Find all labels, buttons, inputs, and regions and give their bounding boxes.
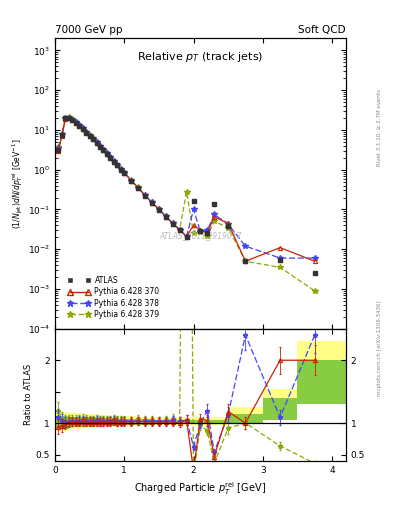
Legend: ATLAS, Pythia 6.428 370, Pythia 6.428 378, Pythia 6.428 379: ATLAS, Pythia 6.428 370, Pythia 6.428 37… [65, 273, 163, 322]
Text: Soft QCD: Soft QCD [298, 25, 346, 35]
Y-axis label: $(1/N_\mathrm{jet})dN/dp_T^\mathrm{rel}\ [\mathrm{GeV}^{-1}]$: $(1/N_\mathrm{jet})dN/dp_T^\mathrm{rel}\… [11, 138, 25, 229]
X-axis label: Charged Particle $p_T^{\rm rel}$ [GeV]: Charged Particle $p_T^{\rm rel}$ [GeV] [134, 480, 266, 497]
Text: Relative $p_T$ (track jets): Relative $p_T$ (track jets) [137, 50, 264, 64]
Y-axis label: Ratio to ATLAS: Ratio to ATLAS [24, 364, 33, 425]
Text: mcplots.cern.ch [arXiv:1306.3436]: mcplots.cern.ch [arXiv:1306.3436] [377, 301, 382, 396]
Text: ATLAS_2011_I919017: ATLAS_2011_I919017 [159, 231, 242, 240]
Text: Rivet 3.1.10; ≥ 2.7M events: Rivet 3.1.10; ≥ 2.7M events [377, 90, 382, 166]
Text: 7000 GeV pp: 7000 GeV pp [55, 25, 123, 35]
